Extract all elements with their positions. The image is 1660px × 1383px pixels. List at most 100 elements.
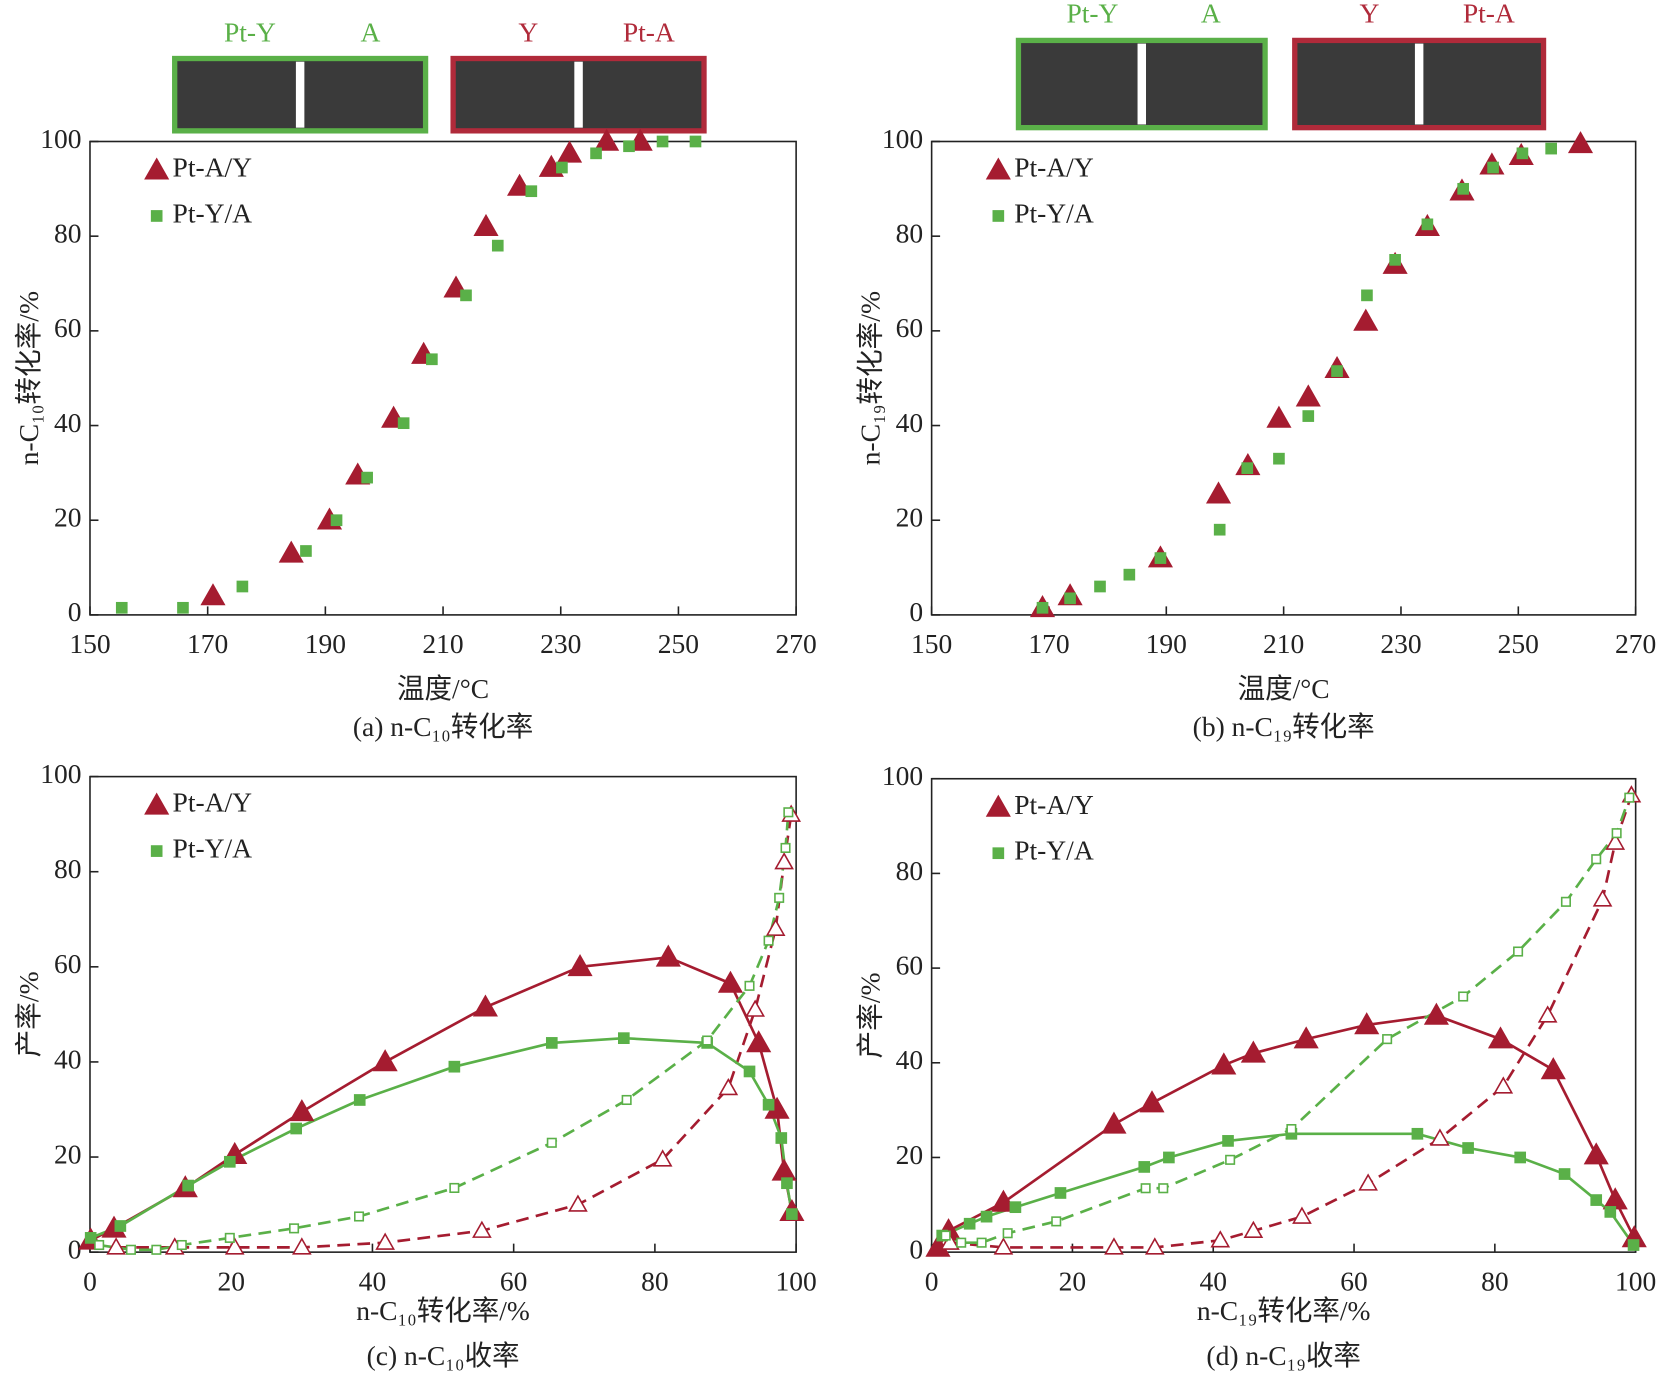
triangle-marker — [1205, 481, 1232, 504]
square-marker — [763, 935, 774, 946]
triangle-marker — [372, 1049, 398, 1072]
x-tick-label: 190 — [305, 628, 346, 659]
solid-line — [90, 1036, 794, 1240]
legend-marker — [985, 794, 1011, 817]
x-axis-label: 温度/°C — [1238, 673, 1330, 704]
legend-label: Pt-A/Y — [173, 151, 253, 182]
y-tick-label: 60 — [896, 949, 924, 980]
micrograph-divider — [1414, 43, 1424, 125]
square-marker — [786, 1208, 798, 1220]
y-tick-label: 80 — [54, 217, 82, 248]
square-marker — [783, 807, 794, 818]
triangle-marker — [990, 1189, 1017, 1212]
y-tick-label: 0 — [68, 596, 82, 627]
square-marker — [702, 1035, 713, 1046]
x-tick-label: 210 — [1263, 628, 1304, 659]
square-marker — [448, 1060, 461, 1073]
square-marker — [1036, 601, 1049, 614]
triangle-marker — [993, 1237, 1014, 1255]
y-tick-label: 20 — [54, 1138, 82, 1169]
square-marker — [940, 1230, 951, 1241]
legend-marker — [985, 157, 1011, 180]
triangle-marker — [472, 1220, 492, 1238]
square-marker — [1624, 792, 1635, 803]
caption: (b) n-C₁₉转化率 — [1193, 711, 1375, 742]
square-marker — [1002, 1228, 1013, 1239]
square-marker — [1302, 410, 1315, 422]
y-tick-label: 60 — [896, 312, 924, 343]
triangle-marker — [1354, 1012, 1380, 1035]
square-marker — [114, 1220, 127, 1232]
x-tick-label: 0 — [83, 1265, 97, 1296]
square-marker — [623, 140, 635, 153]
micrograph-divider — [574, 61, 583, 128]
triangle-marker — [652, 1149, 673, 1167]
panel: 0 20 40 60 80 100 0 20 40 60 80 100 n-C₁₉转化率/% (d) n-… — [855, 760, 1657, 1371]
triangle-marker — [1104, 1237, 1124, 1255]
square-marker — [289, 1223, 300, 1234]
triangle-marker — [1537, 1005, 1558, 1023]
triangle-marker — [718, 1077, 739, 1096]
y-tick-label: 80 — [54, 853, 82, 884]
x-tick-label: 210 — [422, 628, 463, 659]
triangle-marker — [1493, 1076, 1514, 1094]
y-tick-label: 40 — [896, 1044, 924, 1075]
x-tick-label: 40 — [1199, 1265, 1227, 1296]
legend-label: Pt-Y/A — [1014, 834, 1094, 865]
square-marker — [1213, 523, 1226, 536]
square-marker — [1545, 142, 1557, 155]
square-marker — [556, 161, 568, 174]
triangle-marker — [1423, 1002, 1449, 1025]
square-marker — [1054, 1187, 1067, 1199]
y-tick-label: 80 — [896, 855, 924, 886]
square-marker — [774, 892, 785, 903]
triangle-marker — [557, 140, 583, 163]
y-tick-label: 40 — [896, 407, 924, 438]
triangle-marker — [472, 994, 498, 1017]
triangle-marker — [1583, 1142, 1609, 1165]
y-axis-label: n-C₁₉转化率/% — [855, 291, 886, 465]
square-marker — [223, 1155, 236, 1168]
square-marker — [449, 1182, 460, 1194]
triangle-marker — [655, 944, 681, 967]
micrograph-label: Pt-A — [1463, 0, 1515, 28]
x-tick-label: 80 — [641, 1265, 669, 1296]
square-marker — [94, 1239, 105, 1251]
square-marker — [1094, 580, 1106, 593]
legend-label: Pt-Y/A — [1014, 197, 1094, 228]
square-marker — [1273, 452, 1285, 465]
square-marker — [1064, 592, 1076, 605]
y-tick-label: 20 — [896, 1139, 924, 1170]
y-tick-label: 100 — [40, 758, 81, 789]
x-tick-label: 270 — [1615, 628, 1656, 659]
square-marker — [1462, 1142, 1474, 1154]
x-tick-label: 60 — [500, 1265, 528, 1296]
triangle-marker — [1592, 889, 1613, 907]
square-marker — [177, 601, 189, 614]
square-marker — [1457, 182, 1469, 195]
legend-marker — [992, 210, 1005, 222]
solid-line — [941, 1132, 1635, 1246]
y-axis-label: 产率/% — [855, 972, 886, 1058]
square-marker — [743, 1065, 756, 1078]
square-marker — [1411, 1127, 1424, 1140]
triangle-marker — [106, 1237, 126, 1255]
square-marker — [1487, 161, 1499, 174]
square-marker — [780, 842, 791, 853]
micrograph-divider — [295, 61, 305, 128]
x-tick-label: 230 — [540, 628, 581, 659]
x-tick-label: 250 — [658, 628, 699, 659]
x-tick-label: 170 — [1028, 628, 1069, 659]
y-tick-label: 0 — [909, 596, 923, 627]
x-tick-label: 170 — [187, 628, 228, 659]
square-marker — [1516, 147, 1529, 160]
square-marker — [300, 545, 312, 557]
square-marker — [1361, 289, 1373, 302]
square-marker — [1158, 1183, 1169, 1194]
triangle-marker — [774, 852, 794, 870]
triangle-marker — [1602, 1187, 1628, 1210]
square-marker — [1138, 1161, 1151, 1173]
square-marker — [1123, 568, 1136, 581]
